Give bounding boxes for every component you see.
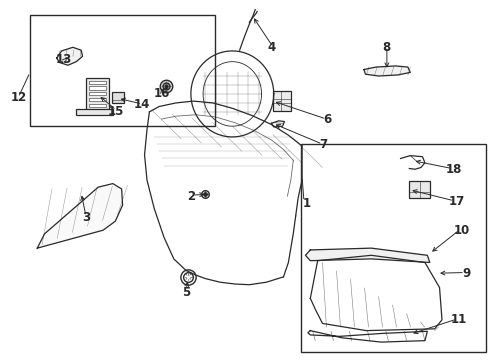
Text: 6: 6: [323, 113, 331, 126]
Bar: [89, 81, 106, 84]
Polygon shape: [37, 184, 122, 248]
Text: 18: 18: [445, 163, 462, 176]
Bar: [408, 181, 429, 198]
Polygon shape: [363, 66, 409, 76]
Text: 2: 2: [186, 190, 195, 203]
Text: 12: 12: [11, 91, 27, 104]
Bar: [112, 93, 124, 103]
Text: 14: 14: [134, 98, 150, 111]
Text: 13: 13: [56, 53, 72, 66]
Polygon shape: [57, 47, 82, 65]
Bar: [30, 15, 215, 126]
Bar: [89, 92, 106, 95]
Polygon shape: [305, 248, 429, 262]
Text: 15: 15: [108, 105, 124, 118]
Text: 1: 1: [302, 197, 310, 210]
Text: 7: 7: [319, 138, 327, 150]
Bar: [86, 78, 109, 112]
Text: 8: 8: [381, 41, 389, 54]
Bar: [89, 104, 106, 107]
Bar: [89, 98, 106, 101]
Text: 5: 5: [182, 287, 190, 300]
Bar: [300, 144, 485, 352]
Text: 10: 10: [452, 224, 468, 237]
Text: 9: 9: [461, 267, 469, 280]
Bar: [272, 91, 291, 111]
Text: 4: 4: [266, 41, 275, 54]
Text: 3: 3: [82, 211, 90, 224]
Text: 16: 16: [153, 87, 169, 100]
Text: 11: 11: [450, 313, 466, 327]
Bar: [89, 86, 106, 90]
Text: 17: 17: [447, 195, 464, 208]
Bar: [76, 109, 113, 116]
